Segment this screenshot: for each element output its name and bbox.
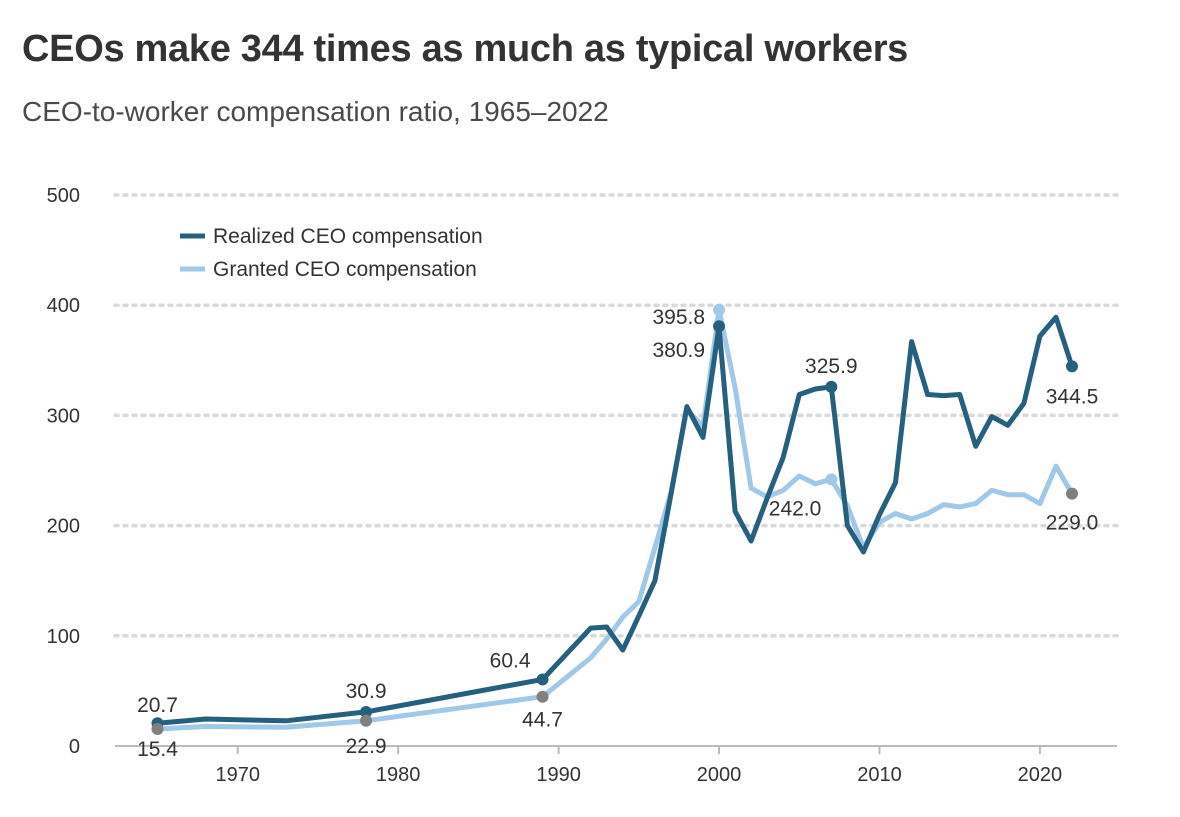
data-label: 60.4 — [490, 649, 531, 672]
series-lines — [155, 307, 1075, 732]
data-label: 15.4 — [137, 738, 178, 761]
granted-series-line — [155, 307, 1075, 732]
data-point-dot — [825, 380, 838, 393]
chart-title: CEOs make 344 times as much as typical w… — [22, 28, 909, 70]
axes: 0 100 200 300 400 500 1970 1980 1990 2000 2010 2020 — [47, 185, 1117, 786]
x-tick-label: 2010 — [857, 764, 902, 786]
x-tick-label: 1980 — [376, 764, 421, 786]
realized-legend-label: Realized CEO compensation — [213, 225, 483, 248]
data-point-dot — [713, 320, 726, 333]
data-label: 30.9 — [346, 680, 387, 703]
data-point-dot — [536, 690, 549, 703]
y-tick-label: 500 — [47, 185, 80, 207]
data-label: 395.8 — [652, 306, 705, 329]
x-tick-label: 2020 — [1018, 764, 1063, 786]
legend: Realized CEO compensation Granted CEO com… — [180, 225, 483, 281]
y-tick-label: 200 — [47, 516, 80, 538]
data-label: 229.0 — [1046, 512, 1099, 535]
y-tick-label: 300 — [47, 405, 80, 427]
chart-subtitle: CEO-to-worker compensation ratio, 1965–2… — [22, 96, 609, 127]
data-label: 22.9 — [346, 735, 387, 758]
annotations: 20.7 15.4 30.9 22.9 60.4 44.7 395.8 380.9 325.9 2… — [137, 303, 1099, 761]
data-label: 344.5 — [1046, 385, 1099, 408]
x-tick-label: 1970 — [215, 764, 260, 786]
data-label: 380.9 — [652, 339, 705, 362]
data-label: 325.9 — [805, 355, 858, 378]
data-label: 20.7 — [137, 694, 178, 717]
data-point-dot — [151, 723, 164, 736]
data-point-dot — [825, 473, 838, 486]
granted-legend-label: Granted CEO compensation — [213, 258, 477, 281]
x-tick-label: 1990 — [536, 764, 581, 786]
y-tick-label: 400 — [47, 295, 80, 317]
realized-series-line — [155, 314, 1075, 726]
data-point-dot — [713, 303, 726, 316]
y-tick-label: 0 — [69, 736, 80, 758]
data-label: 44.7 — [522, 709, 563, 732]
data-point-dot — [360, 714, 373, 727]
data-label: 242.0 — [769, 497, 822, 520]
data-point-dot — [1066, 360, 1078, 373]
y-tick-label: 100 — [47, 626, 80, 648]
data-point-dot — [1066, 487, 1078, 500]
data-point-dot — [536, 673, 549, 686]
data-point-dot — [360, 705, 373, 718]
x-tick-label: 2000 — [697, 764, 742, 786]
